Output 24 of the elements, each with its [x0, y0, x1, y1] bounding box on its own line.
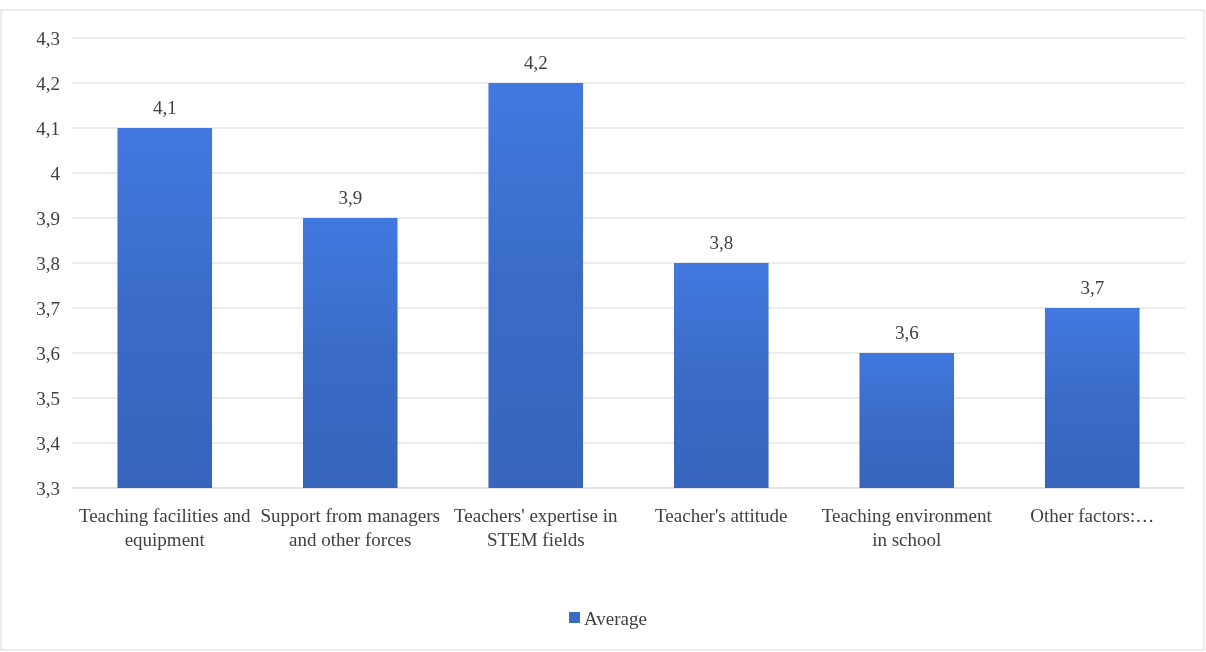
x-tick-label: Support from managers and other forces — [260, 505, 440, 550]
data-label: 3,6 — [894, 322, 919, 343]
y-tick-label: 3,6 — [36, 342, 60, 364]
data-label: 3,9 — [338, 187, 363, 208]
y-tick-label: 4 — [50, 162, 61, 184]
y-tick-label: 4,2 — [36, 72, 60, 94]
x-tick-label: Teaching facilities and equipment — [78, 505, 252, 550]
x-tick-label: Teacher's attitude — [655, 505, 788, 526]
y-tick-label: 4,3 — [36, 27, 60, 49]
data-label: 4,1 — [152, 97, 177, 118]
data-label: 4,2 — [523, 52, 548, 73]
y-tick-label: 3,4 — [36, 432, 61, 454]
y-tick-label: 3,3 — [36, 477, 60, 499]
data-label: 3,8 — [709, 232, 734, 253]
x-tick-label: Teachers' expertise in STEM fields — [453, 505, 619, 550]
y-tick-label: 3,7 — [36, 297, 60, 319]
y-tick-label: 3,8 — [36, 252, 60, 274]
x-tick-label: Teaching environment in school — [821, 505, 993, 550]
data-label: 3,7 — [1080, 277, 1105, 298]
y-tick-label: 4,1 — [36, 117, 60, 139]
y-tick-label: 3,9 — [36, 207, 60, 229]
y-tick-label: 3,5 — [36, 387, 60, 409]
legend-label: Average — [584, 607, 647, 629]
x-tick-label: Other factors:… — [1030, 505, 1155, 526]
